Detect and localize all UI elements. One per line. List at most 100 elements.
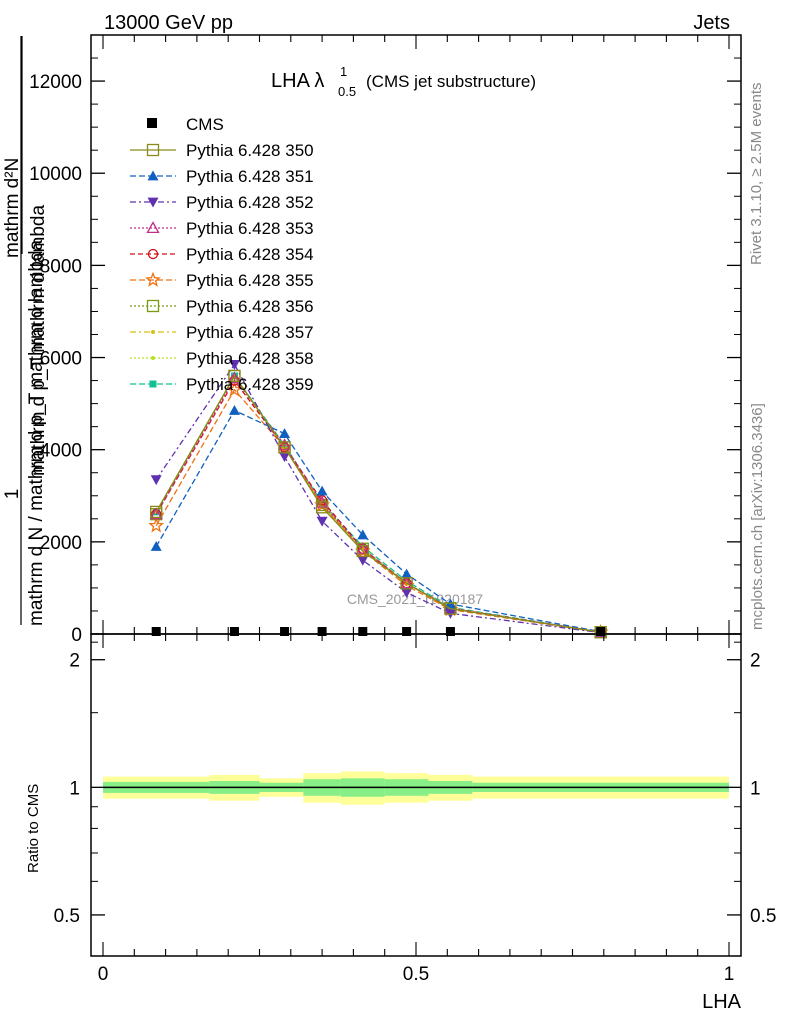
series-point <box>403 577 411 585</box>
legend-marker <box>147 248 159 260</box>
cms-data-point <box>596 627 606 636</box>
series-point <box>228 360 240 370</box>
ylabel-frac-top: mathrm d²N <box>2 158 23 258</box>
main-y-tick-label: 0 <box>71 625 82 646</box>
rivet-version-label: Rivet 3.1.10, ≥ 2.5M events <box>748 83 765 266</box>
series-point <box>594 626 607 639</box>
series-point <box>279 428 291 438</box>
series-point <box>357 555 369 566</box>
ylabel-outer-top: 1 <box>2 489 23 500</box>
series-point <box>400 577 413 590</box>
series-point <box>279 452 291 463</box>
x-tick-label: 0.5 <box>403 964 429 985</box>
x-axis-label: LHA <box>702 991 742 1013</box>
series-line <box>155 388 601 633</box>
legend-marker <box>146 143 160 157</box>
main-y-axis-label: 1 mathrm d N / mathrm d p_T mathrm d lam… <box>2 36 49 626</box>
svg-text:LHA λ: LHA λ <box>271 70 324 92</box>
cms-data-point <box>445 627 455 636</box>
title-superscript: 1 <box>340 64 347 79</box>
legend-marker <box>146 221 160 234</box>
main-y-tick-label: 2000 <box>40 533 82 554</box>
series-point <box>227 371 242 384</box>
legend-label: Pythia 6.428 358 <box>186 349 314 368</box>
legend-label: Pythia 6.428 357 <box>186 323 314 342</box>
cms-data-point <box>151 627 161 636</box>
header-energy-label: 13000 GeV pp <box>104 12 233 34</box>
legend-marker <box>146 299 160 313</box>
legend-marker <box>151 330 155 334</box>
ratio-y-tick-label: 2 <box>69 651 80 672</box>
ratio-axis-ticks <box>91 634 741 956</box>
series-point <box>356 544 369 558</box>
ratio-y-tick-label: 1 <box>69 778 80 799</box>
series-point <box>357 529 369 540</box>
series-point <box>228 369 241 383</box>
cms-data-point <box>280 627 290 636</box>
series-point <box>401 588 413 599</box>
series-point <box>315 501 329 514</box>
series-point <box>150 505 163 519</box>
series-point <box>401 568 413 579</box>
legend-label: Pythia 6.428 356 <box>186 297 314 316</box>
series-line <box>155 374 601 633</box>
ylabel-outer-bottom: mathrm d N / mathrm d p_T mathrm d lambd… <box>26 239 47 626</box>
series-point <box>148 517 165 533</box>
legend-marker <box>147 170 159 181</box>
ratio-plot-panel: 0.5 0.51 12 2 0 0.5 1 Ratio to CMS LHA <box>25 633 777 1013</box>
main-y-tick-label: 10000 <box>29 164 82 185</box>
cms-data-point <box>358 627 368 636</box>
cms-data-point <box>317 627 327 636</box>
main-y-tick-labels: 0 2000 4000 6000 8000 10000 12000 <box>29 72 82 646</box>
x-tick-labels: 0 0.5 1 <box>98 964 735 985</box>
cms-data-point <box>229 627 239 636</box>
ratio-y-tick-label-right: 0.5 <box>750 906 776 927</box>
plot-title: LHA λ 1 0.5 (CMS jet substructure) <box>271 64 536 99</box>
mcplots-label: mcplots.cern.ch [arXiv:1306.3436] <box>749 403 766 630</box>
series-point <box>400 576 414 589</box>
series-0 <box>150 369 607 639</box>
series-point <box>278 441 291 454</box>
legend-marker <box>149 380 157 388</box>
legend-label: Pythia 6.428 355 <box>186 271 314 290</box>
main-y-tick-label: 4000 <box>40 441 82 462</box>
legend-label: Pythia 6.428 350 <box>186 141 314 160</box>
series-line <box>155 409 601 633</box>
series-point <box>444 602 457 615</box>
ratio-y-tick-label-right: 1 <box>750 778 761 799</box>
ratio-y-tick-labels: 0.5 0.5 1 1 2 2 <box>54 651 777 927</box>
ratio-y-axis-label: Ratio to CMS <box>25 784 42 873</box>
watermark-label: CMS_2021_I1920187 <box>347 591 483 607</box>
title-subscript: 0.5 <box>338 84 356 99</box>
ylabel-frac-bottom: mathrm d p_T mathrm d lambda <box>28 205 49 476</box>
x-tick-label: 1 <box>724 964 735 985</box>
cms-data-point <box>402 627 412 636</box>
ratio-y-tick-label-right: 2 <box>750 651 761 672</box>
series-point <box>149 507 163 520</box>
legend-label: Pythia 6.428 352 <box>186 193 314 212</box>
series-point <box>228 405 240 415</box>
main-y-tick-label: 12000 <box>29 72 82 93</box>
legend-cms-marker <box>147 118 157 128</box>
legend-marker <box>151 356 155 360</box>
main-plot-panel: 0 2000 4000 6000 8000 10000 12000 CMS_2021_I19… <box>2 34 742 646</box>
x-tick-label: 0 <box>98 964 109 985</box>
main-axis-ticks <box>91 34 741 635</box>
legend-marker <box>145 271 161 287</box>
title-main: LHA λ <box>271 70 324 92</box>
title-tail: (CMS jet substructure) <box>366 72 536 91</box>
legend-label: Pythia 6.428 354 <box>186 245 314 264</box>
legend-cms-label: CMS <box>186 115 224 134</box>
series-point <box>150 475 162 486</box>
series-point <box>316 485 328 496</box>
legend-label: Pythia 6.428 359 <box>186 375 314 394</box>
series-line <box>155 363 601 634</box>
legend-marker <box>147 197 159 208</box>
main-y-tick-label: 8000 <box>40 256 82 277</box>
cms-data-points <box>151 627 606 636</box>
ratio-y-tick-label: 0.5 <box>54 906 80 927</box>
series-point <box>150 540 162 551</box>
legend: CMS Pythia 6.428 350 Pythia 6.428 351 Pythi… <box>130 115 314 394</box>
header-jets-label: Jets <box>693 12 730 34</box>
